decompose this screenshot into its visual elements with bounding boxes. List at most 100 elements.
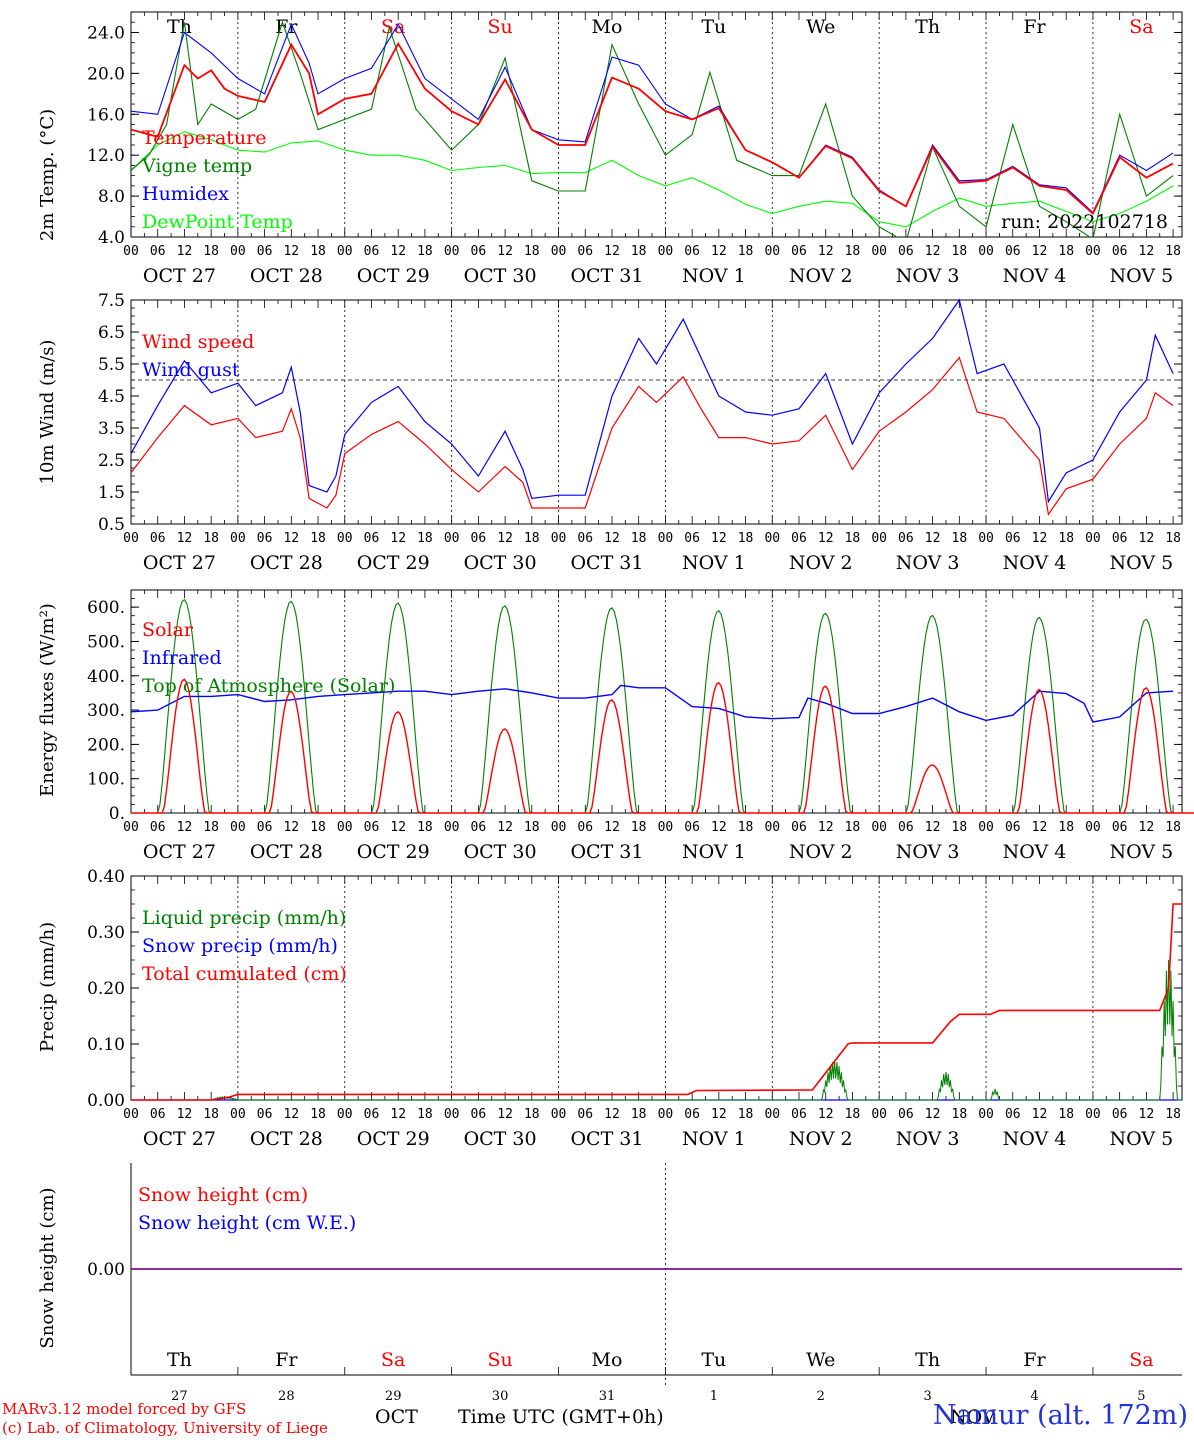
credit-line-2: (c) Lab. of Climatology, University of L…	[2, 1419, 328, 1437]
hour-tick-label: 00	[871, 1107, 887, 1122]
date-label: OCT 29	[357, 552, 430, 574]
hour-tick-label: 06	[471, 531, 487, 546]
y-tick-label: 0.5	[98, 515, 125, 535]
panel-frame-temp	[130, 11, 1183, 238]
hour-tick-label: 18	[1058, 820, 1074, 835]
hour-tick-label: 12	[177, 820, 193, 835]
weekday-label: Fr	[1023, 16, 1046, 38]
hour-tick-label: 12	[1139, 1107, 1155, 1122]
weekday-label: Fr	[275, 1349, 298, 1371]
hour-tick-label: 06	[684, 244, 700, 259]
hour-tick-label: 00	[337, 244, 353, 259]
date-label: NOV 3	[896, 841, 960, 863]
date-label: NOV 1	[682, 1128, 746, 1150]
series-line-wind-speed	[130, 356, 1174, 516]
legend-entry: DewPoint Temp	[142, 211, 293, 233]
weekday-label: Su	[487, 16, 512, 38]
legend-entry: Top of Atmosphere (Solar)	[142, 675, 395, 697]
hour-tick-label: 00	[978, 1107, 994, 1122]
hour-tick-label: 18	[524, 1107, 540, 1122]
series-line-total-cumulated	[131, 903, 1182, 1101]
legend-entry: Solar	[142, 619, 194, 641]
hour-tick-label: 00	[123, 820, 139, 835]
hour-tick-label: 12	[818, 244, 834, 259]
date-label: NOV 2	[789, 1128, 853, 1150]
hour-tick-label: 12	[711, 244, 727, 259]
day-number-label: 31	[599, 1389, 616, 1404]
date-label: NOV 4	[1003, 841, 1067, 863]
date-label: OCT 28	[250, 841, 323, 863]
hour-tick-label: 12	[497, 531, 513, 546]
hour-tick-label: 06	[577, 1107, 593, 1122]
weekday-label: We	[806, 16, 835, 38]
weekday-label: Sa	[381, 16, 405, 38]
hour-tick-label: 18	[738, 1107, 754, 1122]
hour-tick-label: 00	[658, 531, 674, 546]
hour-tick-label: 00	[978, 244, 994, 259]
station-label: Namur (alt. 172m)	[932, 1400, 1188, 1431]
legend-entry: Humidex	[142, 183, 229, 205]
y-tick-label: 4.5	[98, 387, 125, 407]
hour-tick-label: 12	[604, 820, 620, 835]
hour-tick-label: 00	[551, 1107, 567, 1122]
hour-tick-label: 12	[818, 1107, 834, 1122]
weekday-label: Tu	[701, 1349, 726, 1371]
hour-tick-label: 18	[738, 531, 754, 546]
legend-entry: Wind speed	[142, 331, 254, 353]
weekday-label: Th	[915, 1349, 940, 1371]
hour-tick-label: 12	[1139, 531, 1155, 546]
hour-tick-label: 12	[283, 531, 299, 546]
day-number-label: 5	[1137, 1389, 1145, 1404]
hour-tick-label: 12	[818, 531, 834, 546]
hour-tick-label: 06	[1112, 531, 1128, 546]
date-label: NOV 3	[896, 552, 960, 574]
hour-tick-label: 12	[711, 531, 727, 546]
panel-frame-energy	[130, 589, 1183, 814]
hour-tick-label: 18	[203, 531, 219, 546]
weekday-label: We	[806, 1349, 835, 1371]
date-label: OCT 30	[464, 1128, 537, 1150]
hour-tick-label: 00	[1085, 531, 1101, 546]
series-line-temperature	[131, 41, 1174, 215]
hour-tick-label: 00	[123, 244, 139, 259]
y-axis-label: Precip (mm/h)	[37, 922, 58, 1052]
hour-tick-label: 00	[551, 244, 567, 259]
legend-entry: Total cumulated (cm)	[142, 963, 347, 985]
weekday-label: Th	[915, 16, 940, 38]
hour-tick-label: 18	[524, 244, 540, 259]
date-label: OCT 29	[357, 841, 430, 863]
hour-tick-label: 12	[390, 820, 406, 835]
hour-tick-label: 06	[684, 531, 700, 546]
credit-line-1: MARv3.12 model forced by GFS	[2, 1400, 247, 1418]
hour-tick-label: 00	[871, 531, 887, 546]
hour-tick-label: 06	[471, 1107, 487, 1122]
hour-tick-label: 18	[845, 1107, 861, 1122]
legend-entry: Snow height (cm W.E.)	[138, 1212, 356, 1234]
hour-tick-label: 06	[150, 244, 166, 259]
day-number-label: 30	[492, 1389, 509, 1404]
day-number-label: 1	[710, 1389, 718, 1404]
hour-tick-label: 12	[604, 244, 620, 259]
date-label: OCT 31	[570, 841, 643, 863]
y-tick-label: 6.5	[98, 323, 125, 343]
date-label: OCT 29	[357, 1128, 430, 1150]
series-line-humidex	[131, 22, 1174, 214]
legend-entry: Temperature	[142, 127, 266, 149]
hour-tick-label: 06	[471, 244, 487, 259]
weekday-label: Sa	[381, 1349, 405, 1371]
month-oct-label: OCT	[375, 1406, 418, 1428]
hour-tick-label: 12	[283, 820, 299, 835]
hour-tick-label: 00	[764, 244, 780, 259]
hour-tick-label: 06	[1005, 244, 1021, 259]
hour-tick-label: 18	[952, 1107, 968, 1122]
hour-tick-label: 06	[577, 244, 593, 259]
day-number-label: 27	[171, 1389, 188, 1404]
hour-tick-label: 12	[1032, 244, 1048, 259]
hour-tick-label: 00	[764, 531, 780, 546]
legend-entry: Infrared	[142, 647, 222, 669]
date-label: NOV 5	[1110, 1128, 1174, 1150]
hour-tick-label: 18	[952, 531, 968, 546]
hour-tick-label: 18	[845, 531, 861, 546]
hour-tick-label: 12	[177, 244, 193, 259]
hour-tick-label: 00	[337, 531, 353, 546]
